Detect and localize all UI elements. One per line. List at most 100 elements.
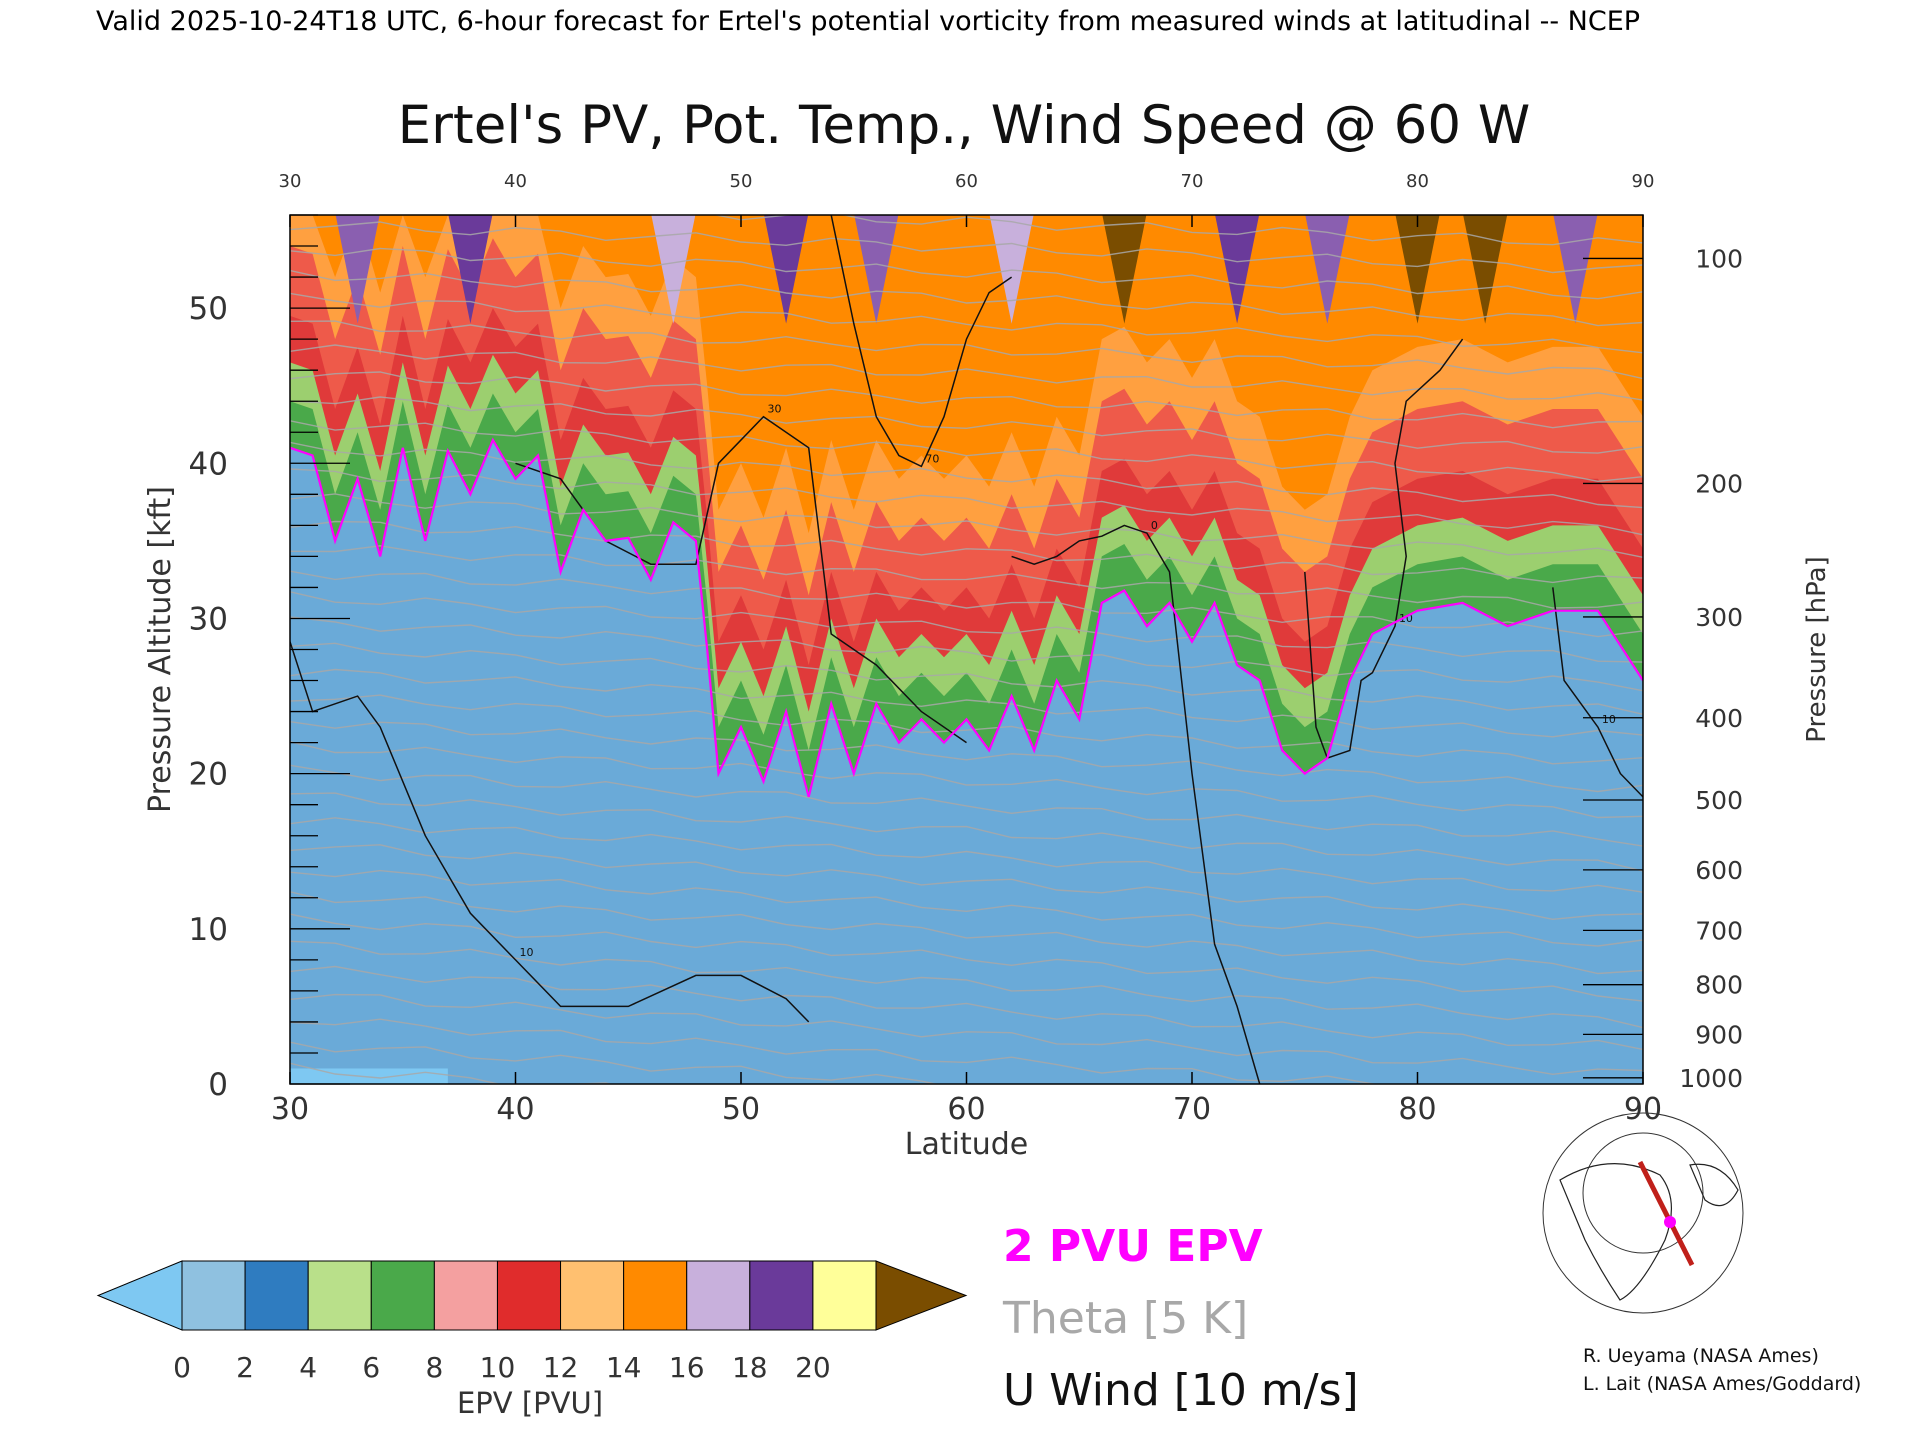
colorbar-tick-label-10: 20	[795, 1351, 831, 1384]
colorbar-swatch-5	[496, 1260, 562, 1331]
y-tick-label-5: 50	[189, 291, 228, 327]
colorbar-tick-label-0: 0	[173, 1351, 191, 1384]
top-tick-label-4: 70	[1181, 171, 1204, 192]
map-location-marker	[1664, 1216, 1676, 1228]
polar-stereographic-map-icon	[1542, 1112, 1744, 1314]
theta-contour-3	[290, 993, 1643, 1076]
theta-contour-19	[290, 591, 1643, 663]
u-wind-contour-5	[1552, 587, 1643, 798]
x-tick-label-1: 40	[496, 1092, 534, 1127]
pressure-tick-label-8: 900	[1695, 1020, 1743, 1049]
colorbar-tick-label-1: 2	[236, 1351, 254, 1384]
colorbar-swatch-10	[812, 1260, 877, 1331]
x-tick-label-0: 30	[271, 1092, 309, 1127]
theta-contour-16	[290, 668, 1643, 738]
y-tick-label-0: 0	[208, 1067, 228, 1103]
y-tick-label-3: 30	[189, 601, 228, 637]
theta-contour-2	[290, 1018, 1378, 1084]
epv-colorbar: 0 2 4 6 8 10 12 14 16 18 20	[96, 1260, 968, 1384]
theta-contour-4	[290, 965, 1643, 1051]
u-wind-contour-0	[290, 641, 810, 1023]
theta-contour-18	[290, 616, 1643, 692]
x-tick-label-6: 90	[1624, 1092, 1662, 1127]
pressure-tick-label-9: 1000	[1679, 1064, 1743, 1093]
colorbar-swatch-0	[181, 1260, 246, 1331]
u-wind-contour-label-0: 10	[520, 946, 534, 959]
pressure-tick-label-4: 500	[1695, 786, 1743, 815]
pressure-tick-label-2: 300	[1695, 603, 1743, 632]
epv-surface-low-band	[290, 1068, 448, 1084]
colorbar-swatch-6	[560, 1260, 625, 1331]
map-cross-section-line	[1637, 1160, 1695, 1267]
x-tick-label-3: 60	[947, 1092, 985, 1127]
map-latitude-circle	[1542, 1112, 1744, 1314]
colorbar-tick-label-3: 6	[362, 1351, 380, 1384]
credit-line-2: L. Lait (NASA Ames/Goddard)	[1583, 1373, 1861, 1395]
top-tick-label-0: 30	[279, 171, 302, 192]
theta-contour-34	[290, 221, 1643, 274]
epv-upper-lobe-8	[1305, 215, 1350, 324]
colorbar-swatch-9	[749, 1260, 814, 1331]
legend-2pvu-epv: 2 PVU EPV	[1003, 1221, 1263, 1272]
epv-upper-lobe-10	[1463, 215, 1508, 324]
pressure-tick-label-7: 800	[1695, 971, 1743, 1000]
theta-contour-26	[290, 420, 1643, 483]
epv-upper-lobe-3	[764, 215, 809, 324]
valid-time-header: Valid 2025-10-24T18 UTC, 6-hour forecast…	[96, 6, 1640, 37]
u-wind-contour-label-5: 10	[1602, 713, 1616, 726]
colorbar-swatch-2	[307, 1260, 372, 1331]
epv-upper-lobe-2	[651, 215, 696, 324]
theta-contour-25	[290, 441, 1643, 509]
theta-contour-22	[290, 520, 1643, 584]
theta-contour-17	[290, 642, 1643, 715]
colorbar-swatch-3	[370, 1260, 435, 1331]
y-tick-label-1: 10	[189, 912, 228, 948]
theta-contour-14	[290, 721, 1643, 793]
epv-upper-lobe-1	[448, 215, 493, 324]
credit-line-1: R. Ueyama (NASA Ames)	[1583, 1345, 1819, 1367]
theta-contour-32	[290, 269, 1643, 327]
epv-upper-lobe-4	[854, 215, 899, 324]
colorbar-label: EPV [PVU]	[457, 1386, 603, 1420]
colorbar-tick-label-4: 8	[425, 1351, 443, 1384]
colorbar-swatch-1	[244, 1260, 309, 1331]
u-wind-contour-label-1: 30	[768, 403, 782, 416]
colorbar-swatch-4	[433, 1260, 498, 1331]
y-tick-label-4: 40	[189, 446, 228, 482]
pressure-tick-label-3: 400	[1695, 704, 1743, 733]
theta-contour-5	[290, 940, 1643, 1029]
legend-u-wind: U Wind [10 m/s]	[1003, 1365, 1359, 1416]
colorbar-tick-label-5: 10	[480, 1351, 516, 1384]
u-wind-contour-label-2: 70	[925, 452, 939, 465]
theta-contour-33	[290, 247, 1643, 300]
colorbar-above-arrow	[875, 1260, 968, 1331]
top-tick-label-3: 60	[955, 171, 978, 192]
top-tick-label-5: 80	[1406, 171, 1429, 192]
top-tick-label-2: 50	[730, 171, 753, 192]
theta-contour-10	[290, 817, 1643, 893]
epv-upper-lobe-5	[989, 215, 1034, 324]
colorbar-swatch-7	[623, 1260, 688, 1331]
colorbar-tick-label-8: 16	[669, 1351, 705, 1384]
u-wind-contour-4	[1304, 338, 1464, 760]
epv-upper-lobe-6	[1102, 215, 1147, 324]
y-tick-label-2: 20	[189, 757, 228, 793]
epv-upper-lobe-11	[1553, 215, 1598, 324]
theta-contour-23	[290, 493, 1643, 558]
colorbar-swatch-8	[686, 1260, 751, 1331]
colorbar-tick-label-6: 12	[543, 1351, 579, 1384]
theta-contour-1	[290, 1041, 939, 1084]
epv-upper-lobe-0	[335, 215, 380, 324]
theta-contour-12	[290, 764, 1643, 847]
u-wind-contour-label-3: 0	[1151, 519, 1158, 532]
u-wind-contour-3	[1011, 524, 1261, 1084]
u-wind-contour-2	[830, 215, 1013, 468]
map-latitude-circle-inner	[1582, 1132, 1704, 1254]
x-tick-label-2: 50	[722, 1092, 760, 1127]
theta-contour-7	[290, 891, 1643, 975]
theta-contour-30	[290, 320, 1643, 380]
y2-axis-label: Pressure [hPa]	[1802, 556, 1832, 743]
